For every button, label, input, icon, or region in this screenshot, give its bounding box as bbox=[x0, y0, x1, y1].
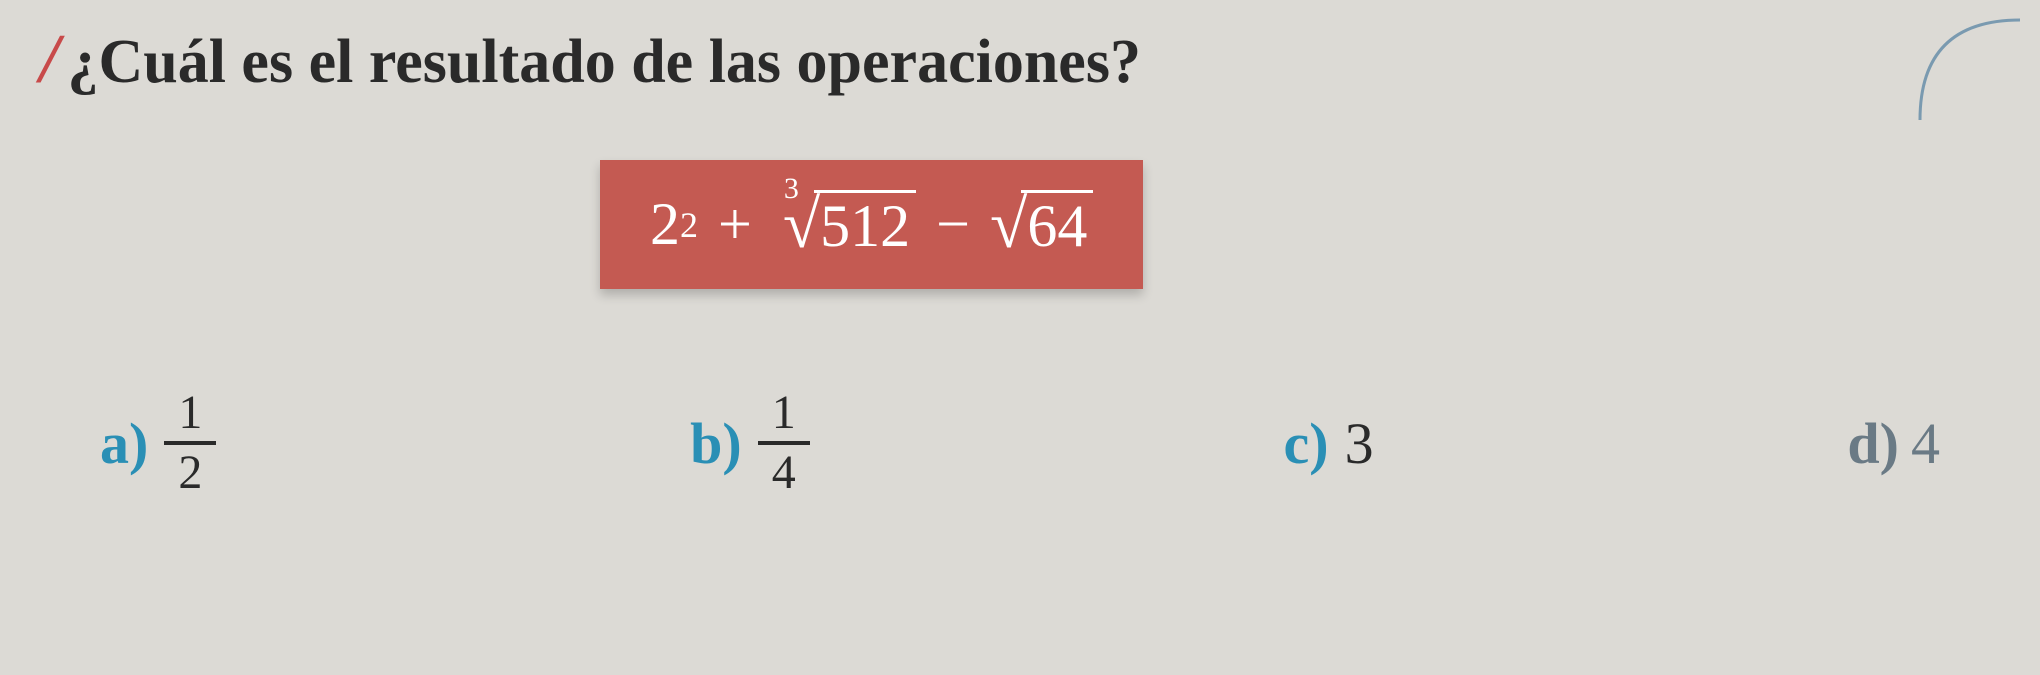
slash-mark: / bbox=[40, 20, 59, 100]
answer-letter-b: b) bbox=[690, 410, 742, 477]
answer-value-d: 4 bbox=[1911, 410, 1940, 477]
formula-exponent: 2 bbox=[680, 204, 698, 246]
question-prompt: ¿Cuál es el resultado de las operaciones… bbox=[67, 27, 1141, 98]
question-container: / ¿Cuál es el resultado de las operacion… bbox=[0, 0, 2040, 517]
fraction-a: 1 2 bbox=[164, 389, 216, 497]
answer-letter-c: c) bbox=[1284, 410, 1329, 477]
answer-option-a[interactable]: a) 1 2 bbox=[100, 389, 216, 497]
radicand-2: 64 bbox=[1021, 190, 1093, 259]
answer-value-a: 1 2 bbox=[164, 389, 216, 497]
corner-curve-decoration bbox=[1910, 10, 2030, 130]
answer-value-b: 1 4 bbox=[758, 389, 810, 497]
radicand-1: 512 bbox=[814, 190, 916, 259]
answers-row: a) 1 2 b) 1 4 c) 3 d) 4 bbox=[40, 389, 2000, 497]
fraction-b-num: 1 bbox=[758, 389, 810, 445]
formula-base: 2 bbox=[650, 190, 680, 259]
fraction-a-num: 1 bbox=[164, 389, 216, 445]
cube-root: 3 √ 512 bbox=[772, 190, 916, 259]
answer-value-c: 3 bbox=[1345, 410, 1374, 477]
operator-minus: − bbox=[936, 190, 970, 259]
fraction-b: 1 4 bbox=[758, 389, 810, 497]
fraction-b-den: 4 bbox=[758, 445, 810, 497]
square-root: √ 64 bbox=[990, 190, 1093, 259]
formula-box: 22 + 3 √ 512 − √ 64 bbox=[600, 160, 1143, 289]
fraction-a-den: 2 bbox=[164, 445, 216, 497]
answer-letter-a: a) bbox=[100, 410, 148, 477]
answer-option-c[interactable]: c) 3 bbox=[1284, 410, 1374, 477]
answer-letter-d: d) bbox=[1847, 410, 1899, 477]
operator-plus: + bbox=[718, 190, 752, 259]
answer-option-b[interactable]: b) 1 4 bbox=[690, 389, 810, 497]
root-index: 3 bbox=[784, 172, 799, 206]
answer-option-d[interactable]: d) 4 bbox=[1847, 410, 1940, 477]
question-row: / ¿Cuál es el resultado de las operacion… bbox=[40, 20, 2000, 100]
